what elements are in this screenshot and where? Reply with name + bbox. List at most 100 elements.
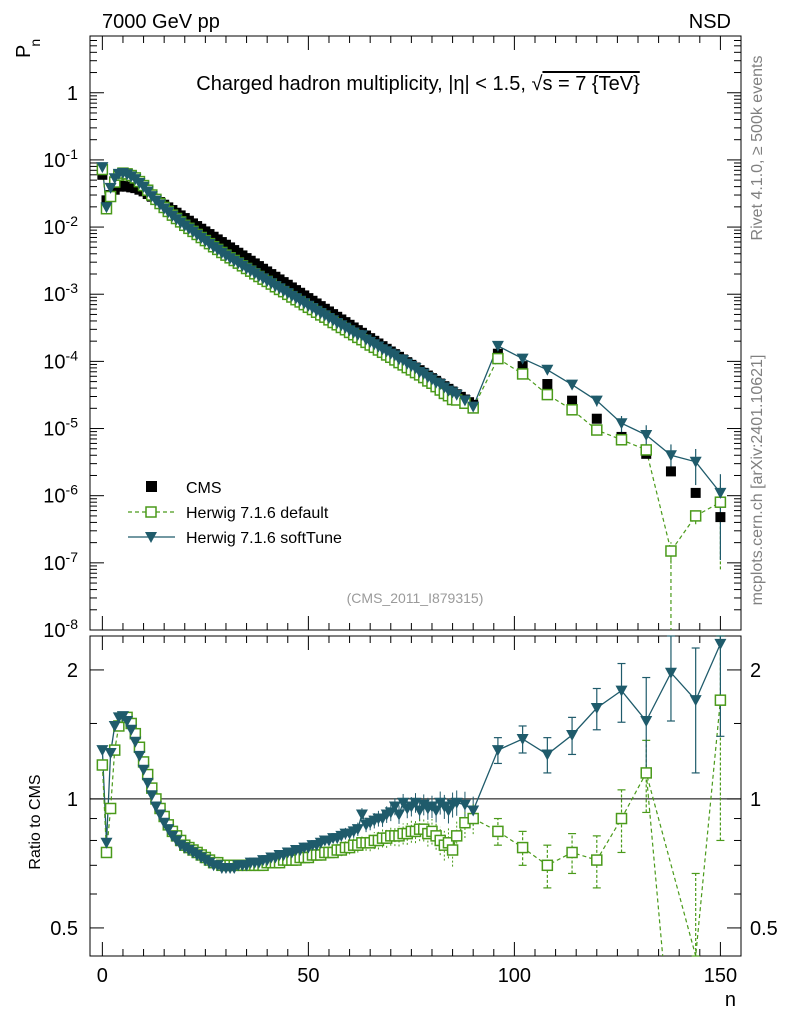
ratio-default-point (450, 830, 463, 842)
ratio-y-tick-label-right: 2 (750, 660, 761, 682)
ratio-softtune-point (158, 817, 171, 829)
softtune-point (541, 364, 554, 376)
x-tick-label: 50 (297, 965, 319, 987)
ratio-softtune-point (154, 809, 167, 821)
ratio-softtune-point (162, 824, 175, 836)
legend-soft-label: Herwig 7.1.6 softTune (186, 530, 342, 547)
ratio-softtune-point (393, 809, 406, 821)
cms-point (690, 487, 701, 498)
x-tick-label: 150 (704, 965, 737, 987)
ratio-softtune-point (100, 837, 113, 849)
ratio-default-point (615, 812, 628, 825)
y-tick-label: 10-7 (43, 549, 78, 575)
ratio-default-point (714, 694, 727, 706)
default-point (640, 444, 652, 456)
default-point (566, 404, 578, 416)
softtune-line (101, 167, 721, 494)
default-point (689, 510, 702, 522)
y-tick-label: 10-6 (43, 482, 78, 508)
ratio-softtune-point (458, 799, 471, 811)
main-series (96, 162, 727, 630)
ratio-y-tick-label: 2 (67, 660, 78, 682)
x-axis-label: n (725, 989, 736, 1011)
ratio-default-point (566, 846, 578, 859)
legend-cms-marker (146, 481, 157, 492)
title-prefix: Charged hadron multiplicity, (196, 73, 448, 95)
cms-point (542, 379, 553, 390)
softtune-point (590, 395, 603, 407)
ratio-softtune-point (566, 729, 579, 741)
ratio-softtune-point (491, 745, 504, 757)
ratio-softtune-point (664, 667, 677, 679)
ratio-softtune-point (108, 720, 121, 732)
ratio-softtune-point (137, 764, 150, 776)
y-axis-label-main: Pn (13, 39, 43, 58)
ratio-softtune-point (516, 733, 529, 745)
ratio-softtune-point (133, 750, 146, 762)
ratio-softtune-point (714, 638, 727, 650)
ratio-softtune-point (104, 747, 117, 759)
ratio-series (96, 635, 727, 957)
y-tick-label: 10-2 (43, 213, 78, 239)
ratio-default-point (96, 759, 109, 771)
ratio-default-point (446, 844, 459, 856)
y-tick-label: 10-5 (43, 415, 78, 441)
ratio-default-point (516, 841, 529, 854)
y-tick-label: 10-4 (43, 347, 78, 373)
ratio-default-point (541, 859, 554, 872)
ratio-default-point (100, 846, 113, 859)
ratio-softtune-point (351, 824, 364, 836)
title-sqrt: √ (531, 73, 542, 95)
softtune-point (714, 487, 727, 499)
softtune-point (615, 418, 628, 430)
softtune-point (96, 162, 109, 174)
x-tick-labels: 0 50 100 150 (97, 965, 737, 987)
softtune-point (104, 182, 117, 194)
ratio-softtune-point (467, 805, 480, 817)
ratio-softtune-point (640, 716, 653, 728)
ratio-softtune-point (541, 749, 554, 761)
softtune-point (516, 353, 529, 365)
ratio-softtune-point (149, 801, 162, 813)
ratio-softtune-point (355, 809, 368, 821)
ratio-y-tick-label-right: 1 (750, 789, 761, 811)
legend-soft-marker (145, 532, 157, 543)
ratio-softtune-point (96, 745, 109, 757)
cms-point (591, 413, 602, 424)
ratio-softtune-point (141, 777, 154, 789)
legend-default-label: Herwig 7.1.6 default (186, 505, 329, 522)
ratio-y-tick-label: 1 (67, 789, 78, 811)
legend-cms-label: CMS (186, 480, 222, 497)
legend-default-marker (145, 506, 157, 518)
ratio-softtune-point (125, 724, 138, 736)
ratio-y-tick-labels: 0.5 0.5 1 1 2 2 (50, 660, 778, 940)
y-tick-label: 10-3 (43, 280, 78, 306)
softtune-point (450, 389, 463, 401)
main-axis-ticks (90, 35, 741, 631)
ratio-y-tick-label-right: 0.5 (750, 918, 778, 940)
legend: CMS Herwig 7.1.6 default Herwig 7.1.6 so… (128, 480, 342, 547)
y-tick-label: 1 (67, 83, 78, 105)
ratio-softtune-point (388, 801, 401, 813)
header-process: NSD (689, 11, 731, 33)
ratio-default-line (645, 772, 664, 957)
ratio-panel-frame (89, 635, 742, 957)
ratio-softtune-point (397, 797, 410, 809)
softtune-point (664, 450, 677, 462)
y-tick-label: 10-8 (43, 616, 78, 642)
main-panel-frame (89, 35, 742, 631)
default-point (665, 545, 677, 557)
default-point (541, 388, 554, 401)
default-point (615, 434, 628, 446)
y-tick-label: 10-1 (43, 146, 78, 172)
default-point (591, 424, 603, 436)
ratio-default-point (104, 802, 117, 815)
y-axis-label-sub: n (27, 39, 43, 47)
ratio-softtune-point (615, 685, 628, 697)
ratio-softtune-point (689, 695, 702, 707)
ratio-softtune-point (430, 805, 443, 817)
cms-point (517, 361, 528, 372)
ratio-softtune-point (121, 716, 134, 728)
softtune-point (566, 379, 579, 391)
